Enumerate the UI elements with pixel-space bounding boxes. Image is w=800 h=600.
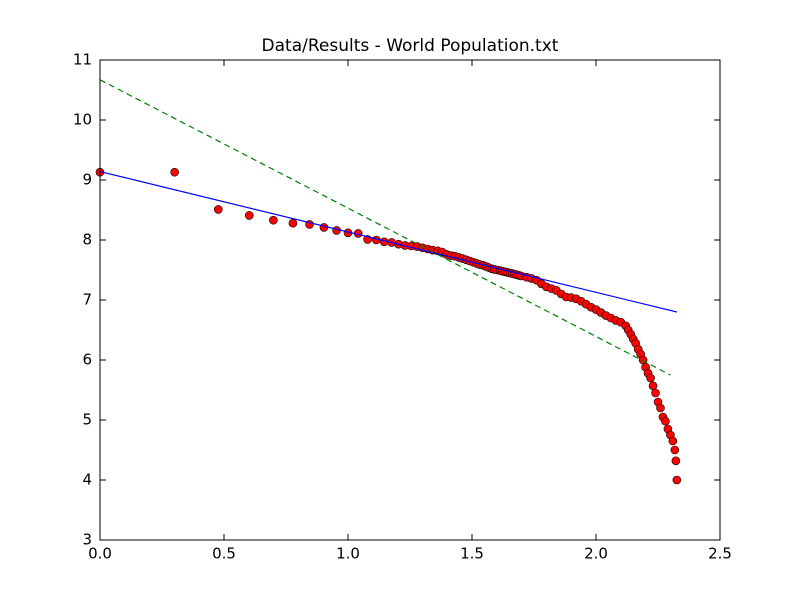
data-point (648, 381, 658, 391)
plot-frame (99, 59, 721, 541)
fit-line (99, 171, 677, 313)
x-tick-label: 0.0 (88, 545, 112, 563)
data-point (656, 403, 665, 413)
x-tick-label: 0.5 (212, 545, 236, 563)
data-point (668, 436, 678, 446)
y-tick-label: 7 (82, 291, 92, 309)
data-point (269, 215, 278, 225)
data-point (672, 475, 682, 485)
x-tick-label: 1.5 (460, 545, 484, 563)
y-tick-label: 11 (73, 51, 92, 69)
data-point (646, 373, 655, 383)
y-tick-label: 8 (82, 231, 92, 249)
data-point (170, 167, 179, 177)
y-tick-label: 6 (82, 351, 92, 369)
y-tick-label: 5 (82, 411, 92, 429)
data-point (670, 445, 680, 455)
fit-line (99, 79, 671, 376)
y-tick-label: 4 (82, 471, 92, 489)
data-point (288, 218, 298, 228)
y-tick-label: 3 (82, 531, 92, 549)
y-tick-label: 10 (73, 111, 92, 129)
data-point (244, 211, 254, 220)
data-point (671, 456, 681, 466)
data-point (661, 416, 670, 426)
data-point (651, 388, 660, 398)
x-tick-label: 2.0 (584, 545, 608, 563)
x-tick-label: 1.0 (336, 545, 360, 563)
chart-title: Data/Results - World Population.txt (262, 36, 559, 56)
data-point (213, 205, 223, 214)
y-tick-label: 9 (82, 171, 92, 189)
x-tick-label: 2.5 (708, 545, 732, 563)
